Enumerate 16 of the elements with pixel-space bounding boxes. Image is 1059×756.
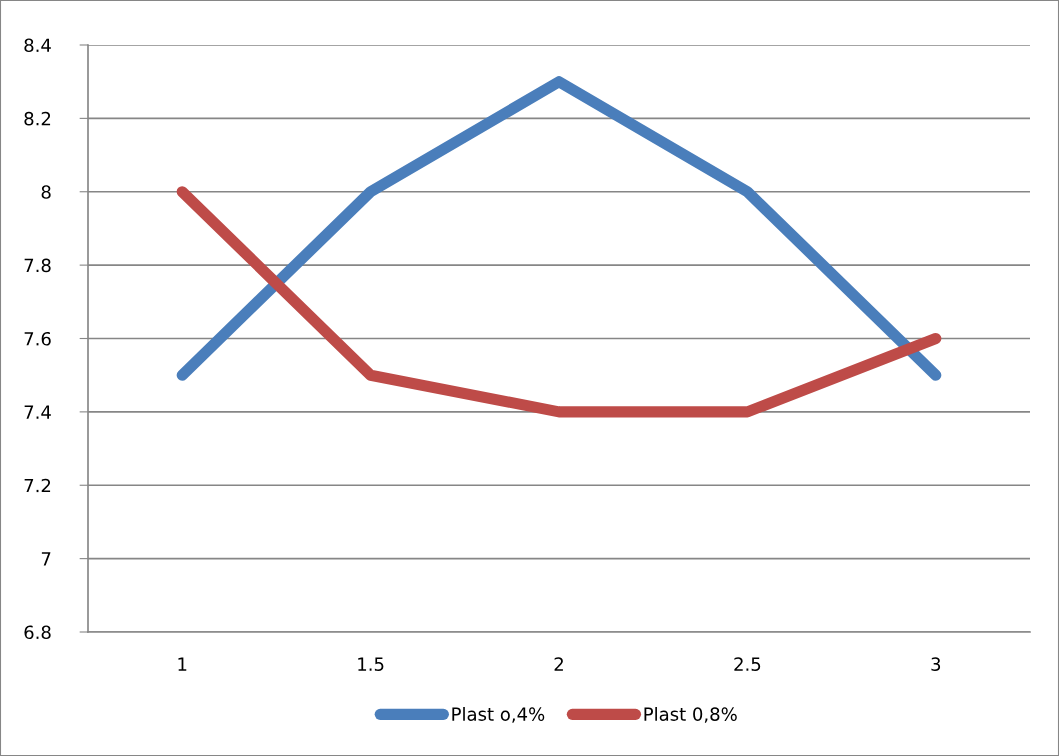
x-tick-label: 2.5 [734, 657, 761, 671]
y-tick-label: 7.2 [24, 478, 51, 493]
y-tick-label: 7.4 [24, 405, 51, 419]
legend-label: Plast 0,8% [644, 706, 737, 723]
y-tick-label: 8 [41, 185, 51, 199]
x-tick-label: 1 [178, 657, 187, 671]
y-tick-label: 8.2 [24, 111, 51, 126]
x-tick-label: 1.5 [358, 657, 384, 671]
y-tick-label: 7.6 [24, 331, 51, 346]
y-tick-label: 7 [41, 552, 51, 566]
y-tick-label: 8.4 [24, 38, 51, 53]
x-tick-label: 3 [931, 657, 941, 671]
x-tick-label: 2 [554, 657, 563, 671]
legend-label: Plast o,4% [452, 706, 545, 723]
y-tick-label: 7.8 [24, 258, 51, 273]
y-tick-label: 6.8 [24, 625, 51, 640]
